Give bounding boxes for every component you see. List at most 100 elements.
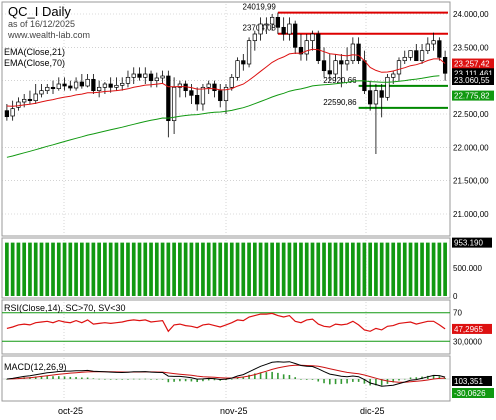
volume-bar (368, 242, 373, 296)
candle-body (396, 60, 402, 75)
volume-bar (143, 242, 148, 296)
macd-hist-bar (57, 376, 60, 379)
volume-bar (270, 242, 274, 296)
volume-bar (264, 242, 269, 296)
candle-body (344, 60, 350, 65)
candle-body (171, 86, 177, 122)
volume-bar (28, 242, 32, 296)
price-panel (1, 1, 451, 237)
x-tick-nov: nov-25 (220, 406, 248, 416)
volume-bar (408, 242, 413, 296)
candle-body (333, 60, 338, 75)
volume-bar (91, 242, 96, 296)
macd-hist-bar (369, 379, 371, 386)
candle-body (108, 83, 113, 88)
macd-hist-bar (6, 379, 8, 380)
volume-bar (160, 242, 165, 296)
candle-body (327, 70, 332, 75)
volume-tick-label: 0 (453, 292, 458, 301)
candle-body (408, 50, 413, 58)
as-of-date: as of 16/12/2025 (8, 19, 75, 29)
volume-bar (425, 242, 430, 296)
volume-bar (287, 242, 292, 296)
macd-hist-bar (248, 374, 250, 379)
volume-bar (281, 242, 286, 296)
volume-bar (327, 242, 332, 296)
candle-body (339, 60, 344, 65)
volume-bar (402, 242, 407, 296)
candle-body (269, 16, 275, 25)
volume-bar (97, 242, 101, 296)
x-tick-oct: oct-25 (58, 406, 83, 416)
macd-hist-bar (104, 378, 106, 380)
volume-bar (362, 242, 367, 296)
site-link[interactable]: www.wealth-lab.com (7, 30, 90, 40)
candle-body (137, 73, 142, 78)
volume-bar (351, 242, 355, 296)
candle-body (200, 86, 206, 105)
macd-hist-bar (334, 379, 337, 385)
candle-body (414, 50, 419, 62)
volume-bar (443, 242, 447, 296)
volume-bar (322, 242, 326, 296)
macd-hist-bar (121, 379, 124, 380)
macd-hist-bar (196, 379, 198, 383)
macd-label: MACD(12,26,9) (4, 362, 67, 372)
macd-hist-bar (427, 375, 429, 379)
volume-bar (345, 242, 349, 296)
candle-body (114, 84, 119, 88)
last-value-badge (452, 75, 494, 85)
candle-body (391, 73, 396, 78)
macd-hist-bar (323, 379, 325, 384)
price-tick-label: 22.500,00 (453, 110, 489, 119)
macd-hist-bar (305, 379, 308, 380)
macd-hist-bar (357, 379, 360, 382)
volume-bar (391, 242, 396, 296)
volume-bar (206, 242, 211, 296)
volume-bar (51, 242, 55, 296)
macd-hist-bar (173, 379, 175, 382)
volume-bar (241, 242, 246, 296)
macd-last-text: 103,351 (454, 377, 483, 386)
candle-body (235, 60, 240, 78)
level-label: 24019,99 (243, 3, 277, 12)
volume-bar (304, 242, 309, 296)
candle-body (373, 90, 379, 105)
volume-bar (293, 242, 298, 296)
volume-bar (120, 242, 125, 296)
macd-hist-bar (398, 379, 400, 381)
candle-body (298, 46, 304, 55)
macd-hist-bar (317, 379, 320, 382)
last-value-text: 23.257,42 (454, 60, 490, 69)
candle-body (246, 40, 252, 65)
volume-bar (235, 242, 240, 296)
macd-hist-bar (40, 376, 43, 379)
macd-hist-bar (132, 378, 135, 380)
legend-ema70: EMA(Close,70) (4, 58, 65, 68)
volume-bar (276, 242, 280, 296)
macd-hist-bar (190, 379, 193, 382)
volume-bar (420, 242, 424, 296)
macd-hist-bar (277, 372, 279, 379)
volume-bar (85, 242, 90, 296)
macd-hist-bar (75, 377, 77, 379)
volume-bar (22, 242, 27, 296)
last-value-text: 23.060,55 (454, 76, 490, 85)
candle-body (368, 90, 373, 105)
candle-body (321, 60, 327, 72)
volume-bar (154, 242, 159, 296)
macd-hist-bar (242, 376, 245, 379)
candle-body (10, 108, 15, 117)
volume-bar (126, 242, 130, 296)
rsi-tick-label: 30,0000 (453, 337, 482, 346)
volume-bar (201, 242, 205, 296)
candle-body (91, 78, 96, 92)
candle-body (275, 16, 281, 28)
macd-hist-bar (265, 372, 268, 379)
macd-hist-bar (98, 378, 100, 380)
macd-hist-bar (156, 379, 158, 380)
volume-bar (131, 242, 136, 296)
x-tick-dic: dic-25 (360, 406, 385, 416)
candle-body (350, 43, 355, 62)
